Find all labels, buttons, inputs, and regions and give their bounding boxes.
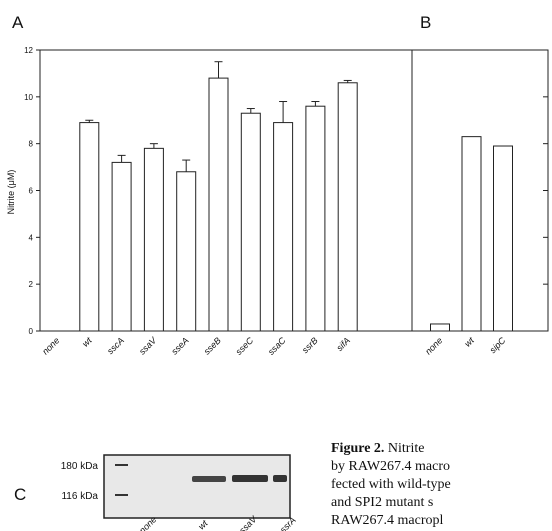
x-tick-label: ssrB <box>300 335 320 355</box>
caption-line: and SPI2 mutant s <box>331 495 433 510</box>
gel-frame <box>103 454 291 519</box>
bar <box>111 161 132 332</box>
x-tick-label: sipC <box>488 335 508 355</box>
y-tick-label: 6 <box>29 187 34 196</box>
bar <box>273 122 294 332</box>
marker-label: 116 kDa <box>61 491 98 502</box>
x-tick-label: sseC <box>234 335 256 357</box>
bar <box>493 145 513 332</box>
marker-band <box>115 494 128 496</box>
bar <box>461 136 482 332</box>
gel-band <box>232 475 268 482</box>
x-tick-label: ssaV <box>137 335 159 357</box>
x-tick-label: ssaC <box>266 335 288 357</box>
x-tick-label: wt <box>80 335 94 349</box>
caption-line: by RAW267.4 macro <box>331 459 450 474</box>
y-tick-label: 12 <box>24 46 33 55</box>
marker-label: 180 kDa <box>61 461 99 472</box>
panel-label: C <box>14 485 26 504</box>
caption-label: Figure 2. <box>331 441 384 456</box>
panel-label: B <box>420 13 431 32</box>
gel-band <box>192 476 226 482</box>
bar <box>79 122 100 332</box>
x-tick-label: sseA <box>169 335 190 356</box>
y-axis-label: Nitrite (μM) <box>6 170 16 215</box>
bar <box>143 147 164 332</box>
x-tick-label: sseB <box>202 335 223 356</box>
caption-line: Figure 2. Nitrite <box>331 441 424 456</box>
gel-band <box>273 475 287 482</box>
gel: 180 kDa 116 kDa <box>61 454 291 519</box>
y-tick-label: 4 <box>29 233 34 242</box>
y-tick-label: 2 <box>29 280 34 289</box>
y-tick-label: 10 <box>24 93 33 102</box>
x-tick-label: sscA <box>105 335 126 356</box>
panel-label: A <box>12 13 24 32</box>
caption-line: fected with wild-type <box>331 477 451 492</box>
lane-label: wt <box>196 518 210 531</box>
bar <box>208 77 229 332</box>
marker-band <box>115 464 128 466</box>
bar <box>305 105 326 332</box>
y-tick-label: 0 <box>29 327 34 336</box>
bar <box>240 112 261 332</box>
x-tick-label: none <box>40 335 61 356</box>
caption-line: RAW267.4 macropl <box>331 513 444 528</box>
y-tick-label: 8 <box>29 140 34 149</box>
bar <box>337 82 358 332</box>
bar <box>430 323 450 332</box>
caption: Figure 2. Nitrite by RAW267.4 macro fect… <box>331 441 451 528</box>
x-tick-label: wt <box>462 335 476 349</box>
bar <box>176 171 197 332</box>
caption-text: Nitrite <box>388 441 425 456</box>
x-tick-label: none <box>423 335 444 356</box>
x-tick-label: sifA <box>334 335 352 353</box>
